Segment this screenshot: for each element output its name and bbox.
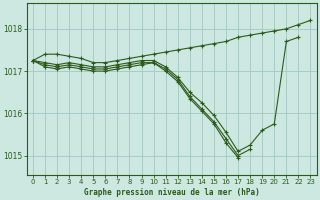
- X-axis label: Graphe pression niveau de la mer (hPa): Graphe pression niveau de la mer (hPa): [84, 188, 260, 197]
